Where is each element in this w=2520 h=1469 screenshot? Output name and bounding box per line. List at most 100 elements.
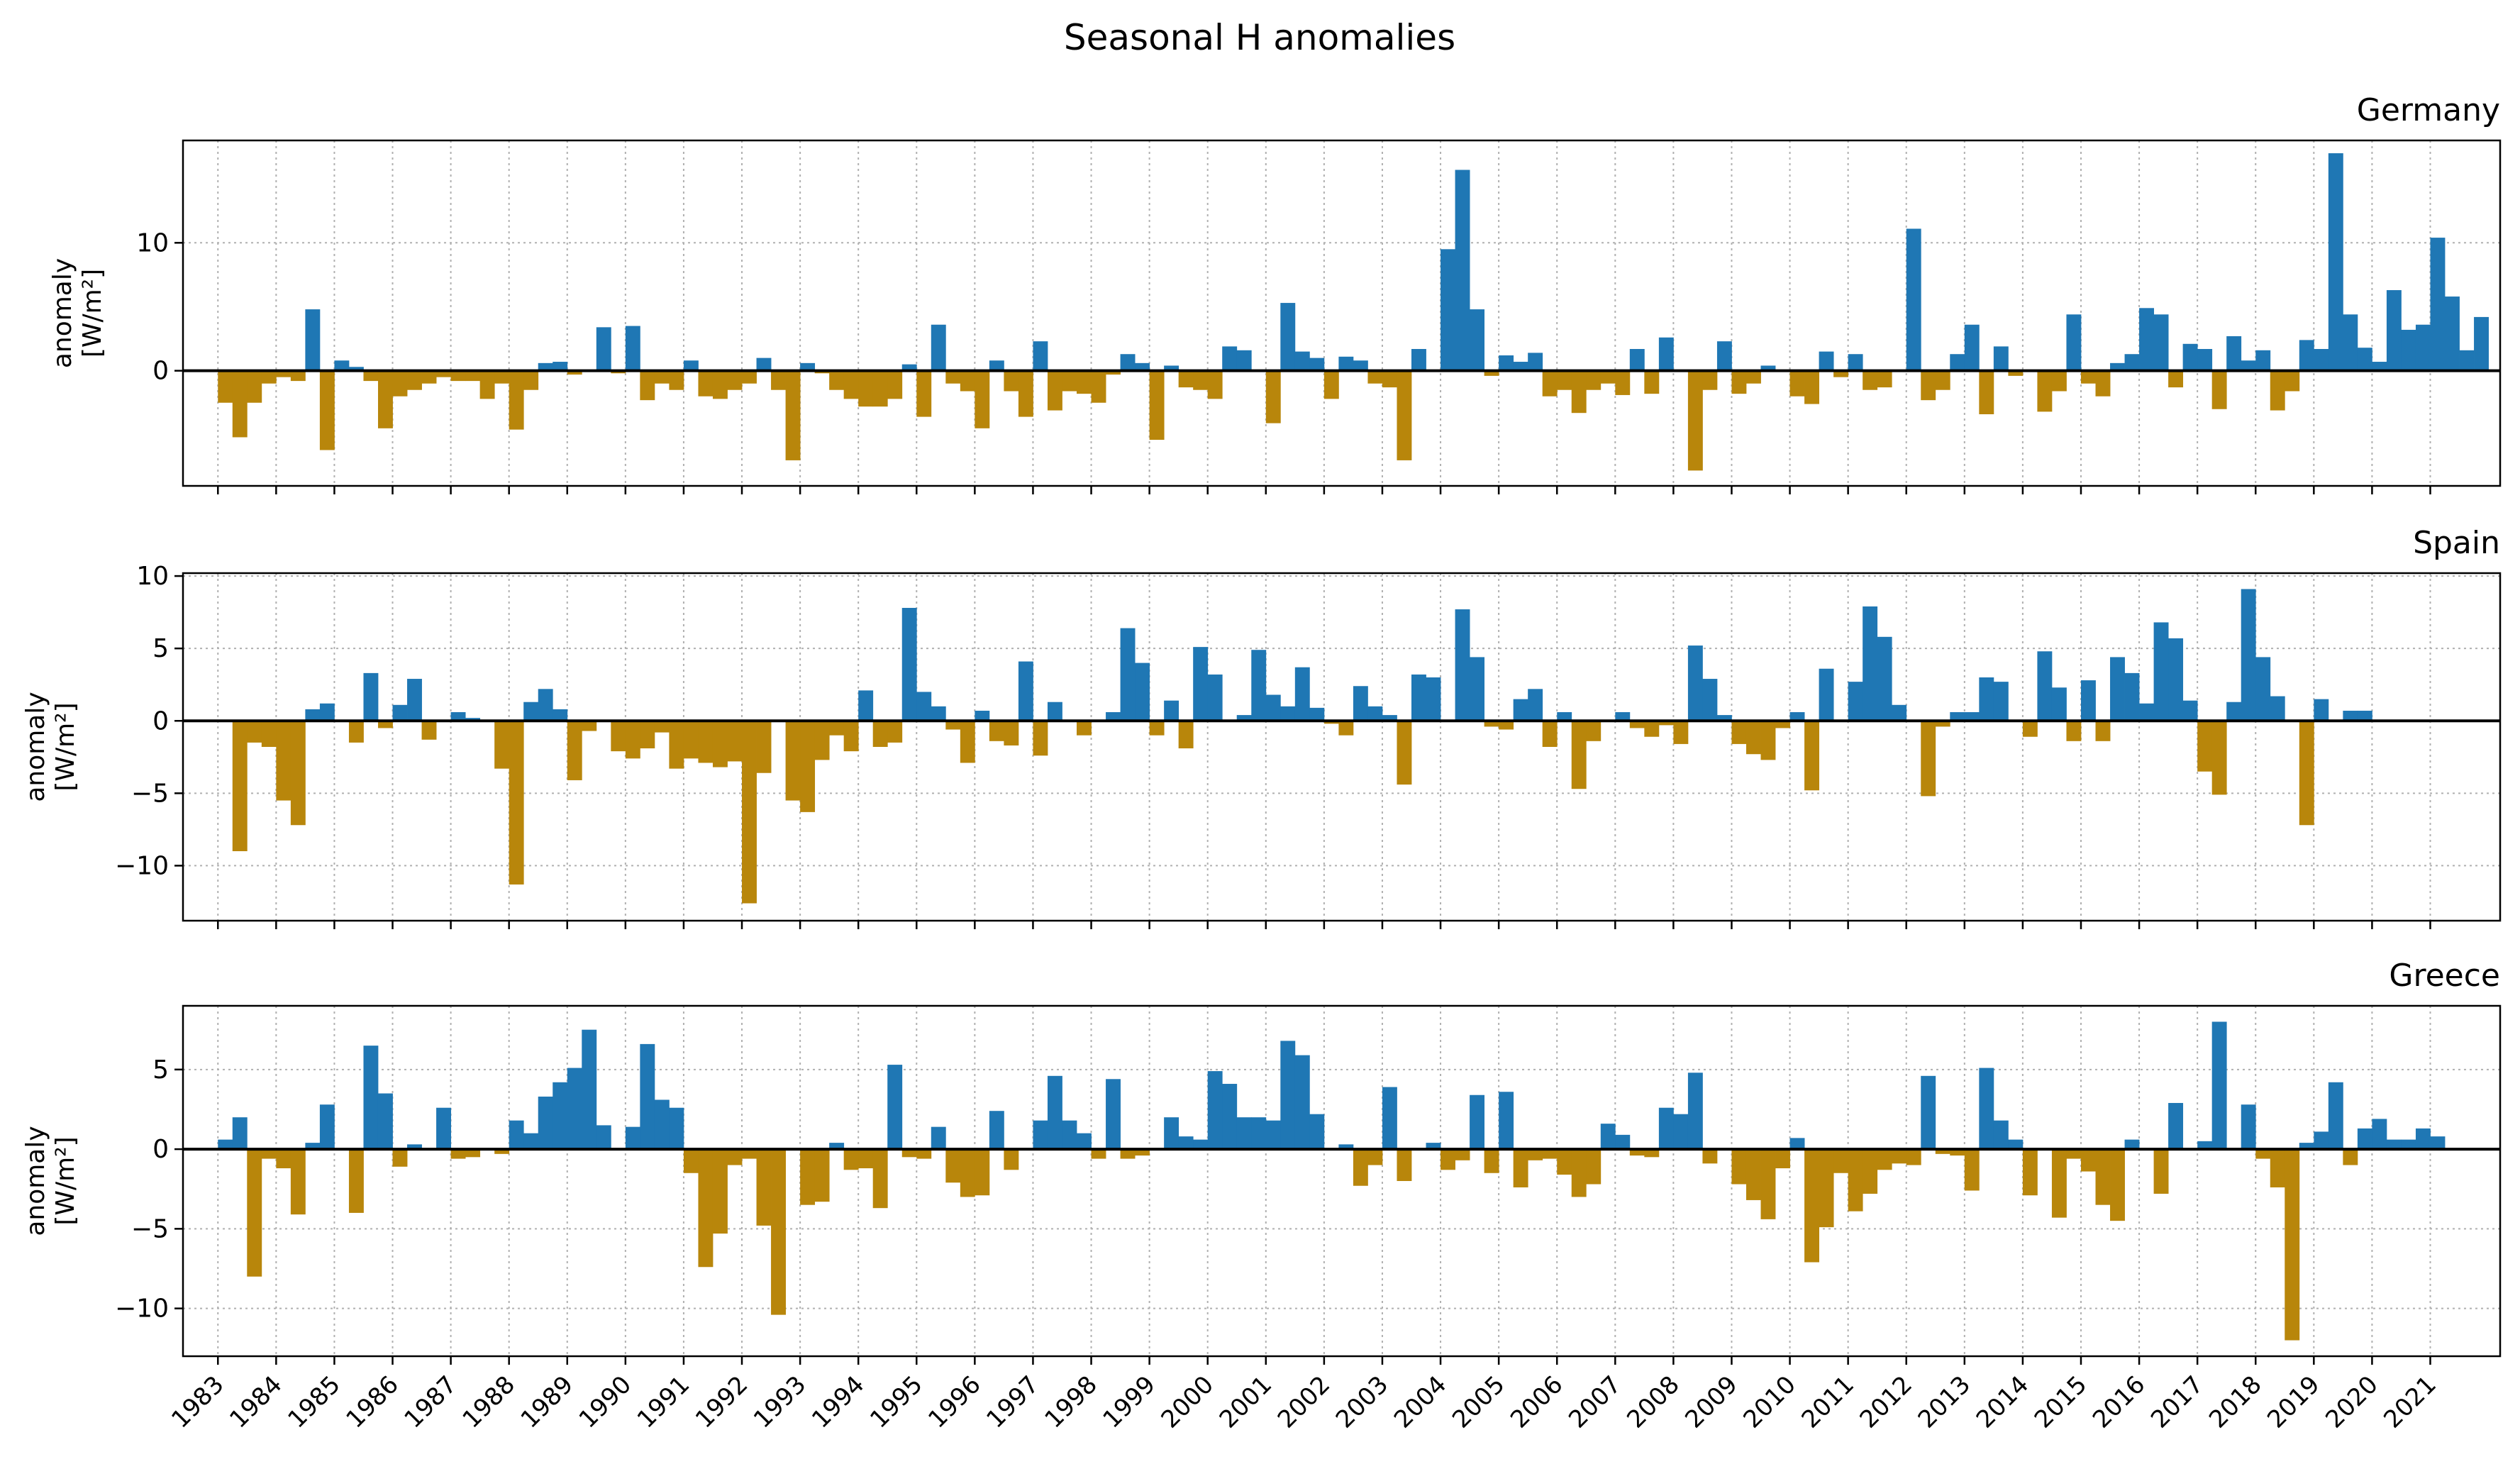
bar	[1397, 370, 1412, 460]
bar	[771, 1149, 786, 1315]
bar	[1935, 370, 1950, 390]
bar	[901, 608, 917, 721]
bar	[1571, 370, 1587, 414]
bar	[1236, 1117, 1252, 1150]
bar	[2270, 696, 2285, 721]
bar	[1789, 712, 1805, 721]
bar	[1848, 1149, 1863, 1212]
bar	[2343, 710, 2358, 721]
bar	[1077, 1133, 1092, 1150]
bar	[1557, 1149, 1572, 1175]
bar	[1571, 721, 1587, 789]
x-tick-label: 1986	[340, 1370, 404, 1434]
bar	[742, 721, 757, 904]
bar	[1470, 1094, 1485, 1150]
bar	[2372, 1119, 2387, 1150]
bar	[1658, 1107, 1674, 1150]
bar	[640, 370, 655, 401]
bar	[916, 692, 932, 721]
y-tick-label: −10	[115, 851, 169, 880]
bar	[2066, 1149, 2082, 1159]
bar	[1935, 721, 1950, 727]
bar	[1673, 1114, 1689, 1150]
bar	[509, 370, 524, 430]
bar	[421, 721, 437, 740]
bar	[1950, 354, 1965, 371]
y-tick-label: −5	[131, 1214, 169, 1243]
bar	[1615, 1134, 1631, 1150]
bar	[669, 721, 684, 769]
bar	[2270, 370, 2285, 411]
bar	[1309, 357, 1325, 371]
bar	[1629, 349, 1645, 371]
bar	[1135, 362, 1150, 371]
x-tick-label: 1991	[632, 1370, 695, 1434]
bar	[319, 370, 335, 450]
bar	[960, 1149, 975, 1197]
bar	[392, 704, 408, 721]
bar	[800, 721, 816, 812]
bar	[654, 370, 670, 384]
bar	[2022, 1149, 2038, 1196]
bar	[1135, 1149, 1150, 1156]
bar	[654, 721, 670, 733]
bar	[1470, 657, 1485, 721]
bar	[2241, 1104, 2256, 1150]
bar	[1077, 721, 1092, 736]
bar	[1979, 677, 1994, 721]
bar	[2255, 657, 2271, 721]
bar	[1993, 346, 2009, 371]
bar	[975, 710, 990, 721]
bar	[1833, 1149, 1849, 1173]
bar	[1673, 721, 1689, 744]
bar	[567, 1068, 582, 1150]
bar	[2474, 316, 2489, 371]
bar	[276, 370, 292, 377]
bar	[261, 1149, 277, 1159]
bar	[756, 1149, 772, 1226]
bar	[1294, 1055, 1310, 1150]
bar	[742, 370, 757, 384]
y-axis-label: anomaly[W/m²]	[48, 258, 107, 368]
bar	[2285, 1149, 2300, 1341]
bar	[2197, 721, 2213, 772]
bar	[727, 721, 743, 762]
bar	[1484, 1149, 1499, 1173]
x-tick-label: 2013	[1913, 1370, 1976, 1434]
bar	[276, 721, 292, 801]
bar	[1062, 370, 1077, 392]
bar	[523, 702, 539, 721]
bar	[1819, 1149, 1834, 1228]
x-tick-label: 1985	[282, 1370, 345, 1434]
bar	[1441, 249, 1455, 371]
bar	[829, 370, 845, 390]
bar	[1964, 712, 1980, 721]
bar	[1979, 370, 1994, 414]
bar	[436, 370, 451, 377]
bar	[1921, 370, 1936, 401]
bar	[858, 370, 874, 407]
bar	[2066, 314, 2082, 371]
bar	[494, 721, 510, 769]
bar	[2182, 700, 2198, 721]
bar	[1964, 1149, 1980, 1191]
bar	[1542, 370, 1558, 397]
bar	[1863, 370, 1878, 390]
x-tick-label: 2010	[1738, 1370, 1801, 1434]
bar	[1950, 712, 1965, 721]
bar	[960, 370, 975, 392]
bar	[843, 721, 859, 752]
bar	[2066, 721, 2082, 741]
bar	[377, 370, 393, 428]
bar	[1863, 606, 1878, 721]
bar	[1323, 721, 1339, 724]
bar	[1848, 354, 1863, 371]
bar	[1716, 341, 1732, 371]
bar	[334, 360, 350, 371]
x-tick-label: 1989	[516, 1370, 579, 1434]
bar	[305, 1143, 321, 1150]
bar	[800, 1149, 816, 1205]
x-tick-label: 2000	[1156, 1370, 1219, 1434]
bar	[247, 1149, 262, 1277]
bar	[1106, 370, 1121, 375]
